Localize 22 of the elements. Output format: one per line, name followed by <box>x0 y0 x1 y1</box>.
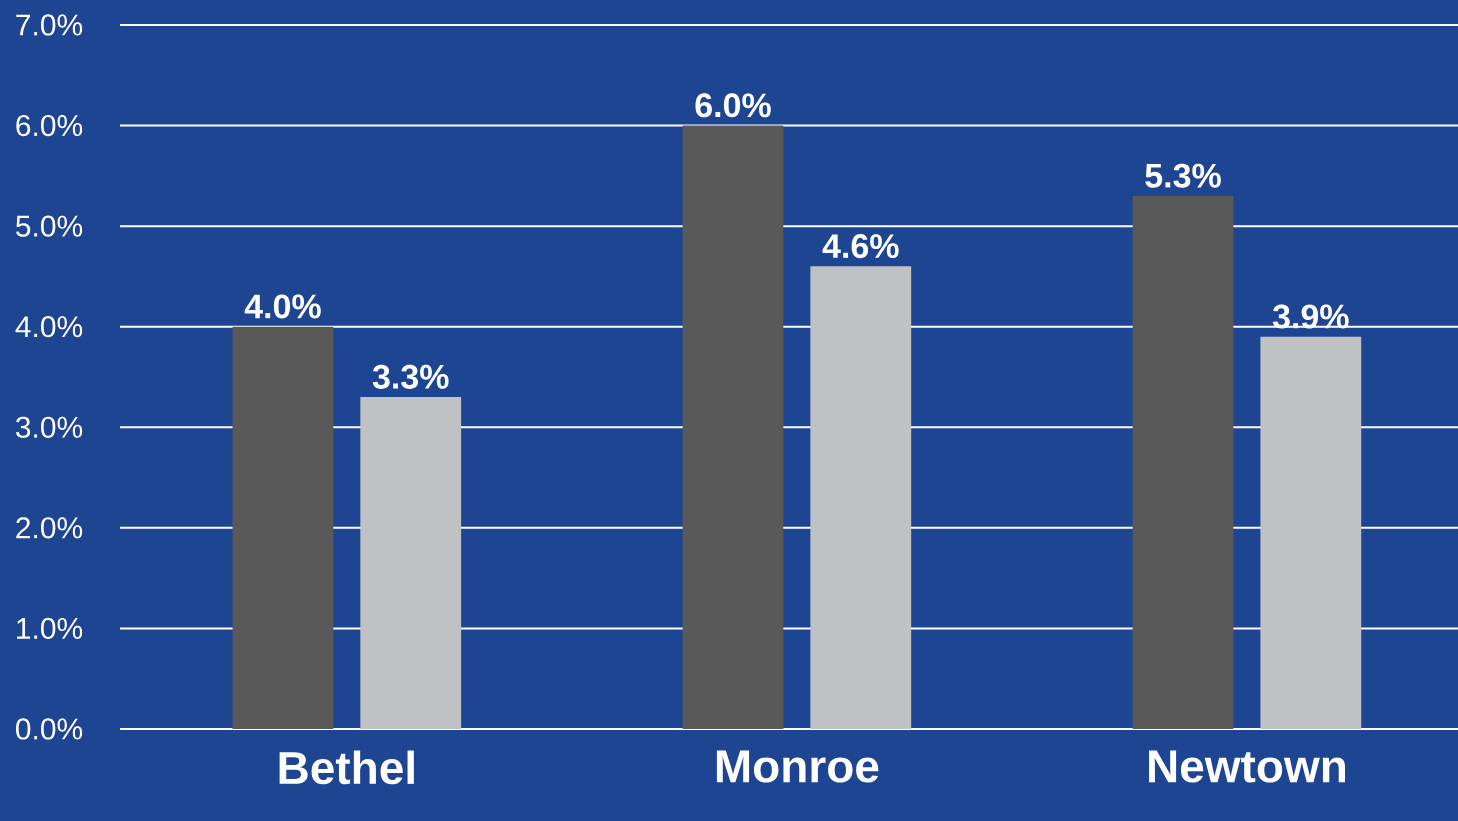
bar <box>232 326 334 729</box>
bar <box>810 266 912 729</box>
bar <box>1260 336 1362 729</box>
bar <box>1132 195 1234 729</box>
y-tick-label: 3.0% <box>15 416 83 438</box>
data-label: 6.0% <box>695 93 771 118</box>
x-tick-label: Monroe <box>716 750 879 783</box>
y-tick-label: 0.0% <box>16 718 83 740</box>
data-label: 5.3% <box>1145 163 1221 188</box>
data-label: 3.3% <box>372 364 449 389</box>
x-tick-label: Newtown <box>1149 750 1346 783</box>
bar <box>682 125 784 729</box>
y-tick-label: 6.0% <box>16 114 83 137</box>
data-label: 4.0% <box>244 294 321 319</box>
y-tick-label: 7.0% <box>16 14 83 36</box>
data-label: 4.6% <box>822 234 899 259</box>
bar <box>360 397 462 729</box>
y-tick-label: 4.0% <box>15 316 83 338</box>
y-tick-label: 2.0% <box>16 517 83 539</box>
y-tick-label: 1.0% <box>17 617 83 640</box>
x-tick-label: Bethel <box>279 750 414 785</box>
y-tick-label: 5.0% <box>16 215 83 237</box>
